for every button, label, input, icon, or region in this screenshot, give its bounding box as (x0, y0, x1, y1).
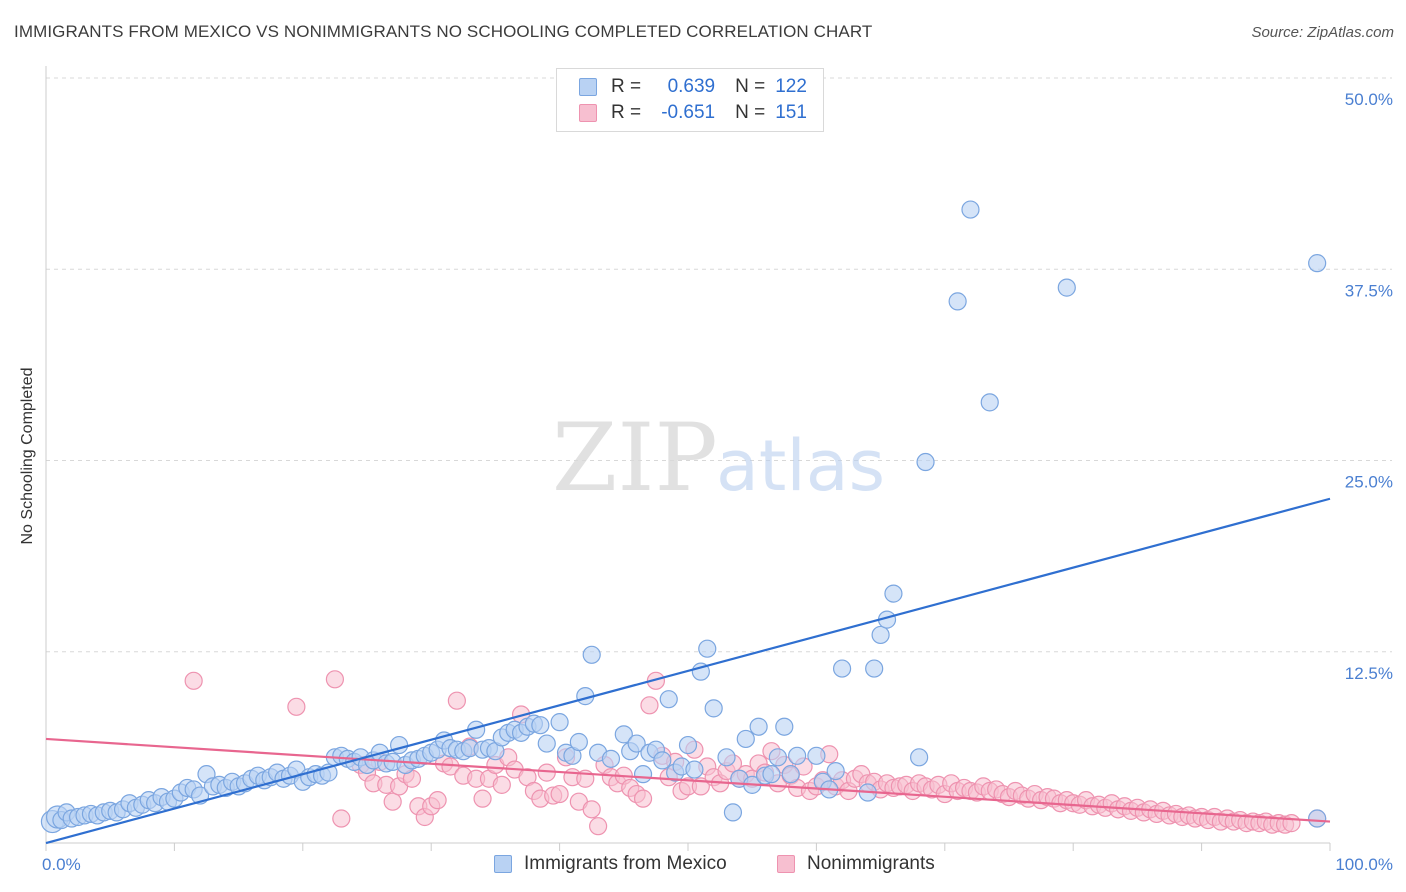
legend-label: Nonimmigrants (807, 853, 935, 874)
immigrant-point (659, 690, 678, 709)
n-label: N = (735, 102, 766, 123)
pink-swatch (579, 104, 597, 122)
nonimmigrant-point (184, 671, 203, 690)
nonimmigrant-point (383, 792, 402, 811)
immigrant-point (865, 659, 884, 678)
nonimmigrant-point (1282, 814, 1301, 833)
x-tick-label: 100.0% (1335, 855, 1393, 874)
nonimmigrant-point (589, 817, 608, 836)
n-value: 122 (775, 76, 807, 97)
nonimmigrant-point (332, 809, 351, 828)
nonimmigrant-point (325, 670, 344, 689)
blue-swatch (579, 78, 597, 96)
immigrant-point (627, 734, 646, 753)
immigrant-point (826, 761, 845, 781)
immigrant-point (685, 760, 704, 779)
legend-label: Immigrants from Mexico (524, 853, 727, 874)
immigrant-point (633, 765, 653, 784)
tick-label-layer: 12.5% 25.0% 37.5% 50.0% 0.0% 100.0% (42, 90, 1393, 874)
nonimmigrant-point (582, 800, 601, 819)
n-value: 151 (775, 102, 807, 123)
nonimmigrant-point (550, 784, 569, 804)
nonimmigrant-point (428, 791, 447, 810)
source-label: Source: ZipAtlas.com (1251, 24, 1394, 41)
immigrant-point (582, 645, 601, 664)
nonimmigrant-point (447, 691, 466, 710)
r-value: 0.639 (667, 76, 716, 97)
nonimmigrant-point (633, 789, 653, 808)
immigrant-point (775, 717, 794, 736)
immigrants-trend-line (45, 497, 1331, 845)
immigrant-point (762, 765, 781, 784)
immigrant-point (980, 393, 999, 412)
watermark-atlas: atlas (716, 425, 885, 507)
n-label: N = (735, 76, 766, 97)
y-tick-label: 25.0% (1345, 473, 1393, 492)
legend-item-nonimmigrants: Nonimmigrants (777, 852, 935, 876)
immigrant-point (736, 729, 755, 749)
immigrant-point (768, 748, 787, 767)
blue-swatch (494, 855, 512, 873)
immigrant-point (601, 749, 621, 768)
immigrant-point (717, 748, 736, 767)
immigrant-point (832, 659, 852, 678)
immigrant-point (698, 639, 717, 658)
nonimmigrant-point (473, 789, 492, 808)
y-tick-label: 50.0% (1345, 90, 1393, 109)
legend-row-immigrants: R = 0.639 N = 122 (579, 75, 807, 99)
legend-item-immigrants: Immigrants from Mexico (494, 852, 727, 876)
immigrant-point (781, 765, 800, 784)
r-label: R = (611, 102, 642, 123)
immigrant-point (1308, 254, 1327, 273)
pink-swatch (777, 855, 795, 873)
axis-layer (45, 66, 1331, 851)
immigrant-point (948, 292, 967, 311)
chart-title: IMMIGRANTS FROM MEXICO VS NONIMMIGRANTS … (14, 22, 873, 41)
immigrant-point (704, 699, 723, 718)
grid-layer (46, 77, 1392, 653)
correlation-legend: R = 0.639 N = 122 R = -0.651 N = 151 (556, 68, 824, 132)
trend-lines (45, 497, 1331, 845)
immigrant-point (723, 803, 743, 822)
nonimmigrant-point (640, 696, 659, 715)
nonimmigrant-point (492, 775, 511, 794)
immigrant-point (884, 584, 903, 603)
immigrant-point (550, 713, 569, 732)
watermark-zip: ZIP (552, 404, 718, 513)
immigrant-point (537, 734, 556, 753)
immigrant-point (749, 717, 768, 736)
immigrant-point (961, 200, 980, 219)
immigrant-point (531, 716, 550, 735)
x-tick-label: 0.0% (42, 855, 81, 874)
watermark: ZIP atlas (552, 404, 885, 513)
y-tick-label: 37.5% (1345, 281, 1393, 300)
immigrant-point (1308, 809, 1327, 828)
immigrant-point (614, 725, 633, 744)
nonimmigrant-point (287, 697, 306, 716)
immigrants-points (40, 200, 1327, 834)
immigrant-point (569, 732, 588, 752)
immigrant-point (1057, 278, 1076, 297)
immigrant-point (653, 751, 672, 770)
immigrant-point (678, 735, 698, 755)
immigrant-point (807, 746, 826, 765)
nonimmigrants-trend-line (45, 737, 1331, 823)
immigrant-point (788, 746, 807, 765)
r-label: R = (611, 76, 642, 97)
r-value: -0.651 (661, 102, 716, 123)
immigrant-point (916, 452, 935, 472)
immigrant-point (871, 625, 890, 645)
immigrant-point (910, 748, 929, 767)
y-tick-label: 12.5% (1345, 664, 1393, 683)
legend-row-nonimmigrants: R = -0.651 N = 151 (579, 101, 807, 125)
